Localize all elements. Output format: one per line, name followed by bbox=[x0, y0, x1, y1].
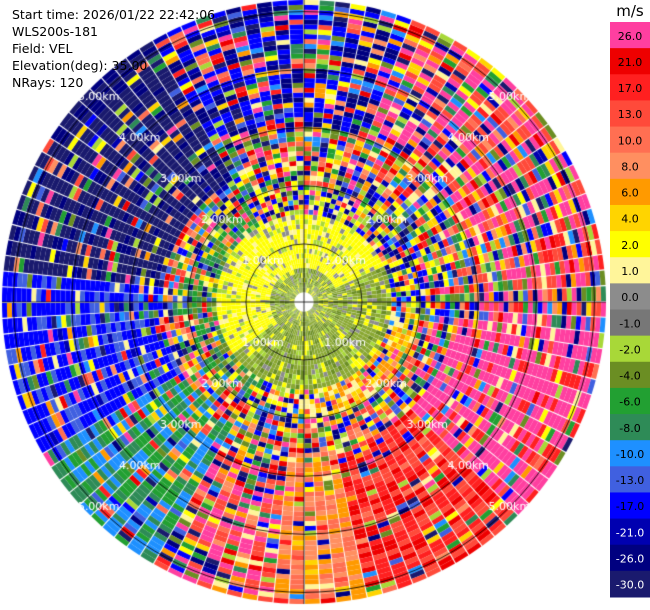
start-time-text: Start time: 2026/01/22 22:42:06 bbox=[12, 7, 216, 22]
colorbar-cell bbox=[610, 48, 650, 75]
nrays-text: NRays: 120 bbox=[12, 75, 84, 90]
colorbar-tick-label: -17.0 bbox=[616, 500, 644, 513]
colorbar-tick-label: 6.0 bbox=[621, 187, 639, 200]
colorbar-cell bbox=[610, 231, 650, 258]
field-text: Field: VEL bbox=[12, 41, 73, 56]
colorbar-cell bbox=[610, 100, 650, 128]
colorbar-cell bbox=[610, 74, 650, 101]
colorbar-cell bbox=[610, 309, 650, 337]
colorbar-tick-label: 17.0 bbox=[618, 82, 643, 95]
colorbar-cell bbox=[610, 466, 650, 493]
colorbar-tick-label: 8.0 bbox=[621, 160, 639, 173]
colorbar-cell bbox=[610, 361, 650, 389]
colorbar-cell bbox=[610, 126, 650, 154]
colorbar-tick-label: 2.0 bbox=[621, 239, 639, 252]
colorbar-cell bbox=[610, 387, 650, 415]
colorbar-tick-label: -13.0 bbox=[616, 474, 644, 487]
colorbar-tick-label: 0.0 bbox=[621, 291, 639, 304]
colorbar-cell bbox=[610, 492, 650, 520]
colorbar-tick-label: -4.0 bbox=[619, 370, 640, 383]
colorbar-tick-label: -26.0 bbox=[616, 553, 644, 566]
colorbar-cell bbox=[610, 257, 650, 284]
colorbar-cell bbox=[610, 335, 650, 363]
elevation-text: Elevation(deg): 35.00 bbox=[12, 58, 148, 73]
colorbar-cell bbox=[610, 414, 650, 441]
instrument-text: WLS200s-181 bbox=[12, 24, 98, 39]
colorbar-tick-label: 4.0 bbox=[621, 213, 639, 226]
scan-info-panel: Start time: 2026/01/22 22:42:06 WLS200s-… bbox=[12, 6, 215, 91]
colorbar-cell bbox=[610, 152, 650, 180]
colorbar-tick-label: 21.0 bbox=[618, 56, 643, 69]
colorbar-tick-label: -8.0 bbox=[619, 422, 640, 435]
colorbar-title: m/s bbox=[616, 2, 644, 20]
colorbar-tick-label: 10.0 bbox=[618, 134, 643, 147]
colorbar-tick-label: -30.0 bbox=[616, 579, 644, 592]
colorbar-tick-label: 13.0 bbox=[618, 108, 643, 121]
colorbar-cell bbox=[610, 178, 650, 206]
colorbar-cell bbox=[610, 283, 650, 310]
colorbar-tick-label: -6.0 bbox=[619, 396, 640, 409]
colorbar-tick-label: -10.0 bbox=[616, 448, 644, 461]
colorbar-cell bbox=[610, 570, 650, 598]
colorbar-cell bbox=[610, 440, 650, 467]
colorbar-tick-label: -21.0 bbox=[616, 526, 644, 539]
colorbar-cell bbox=[610, 204, 650, 232]
colorbar-tick-label: 1.0 bbox=[621, 265, 639, 278]
colorbar-cell bbox=[610, 544, 650, 572]
colorbar-tick-label: 26.0 bbox=[618, 30, 643, 43]
colorbar-cell bbox=[610, 22, 650, 49]
colorbar-cell bbox=[610, 518, 650, 546]
colorbar-tick-label: -1.0 bbox=[619, 317, 640, 330]
colorbar-tick-label: -2.0 bbox=[619, 343, 640, 356]
